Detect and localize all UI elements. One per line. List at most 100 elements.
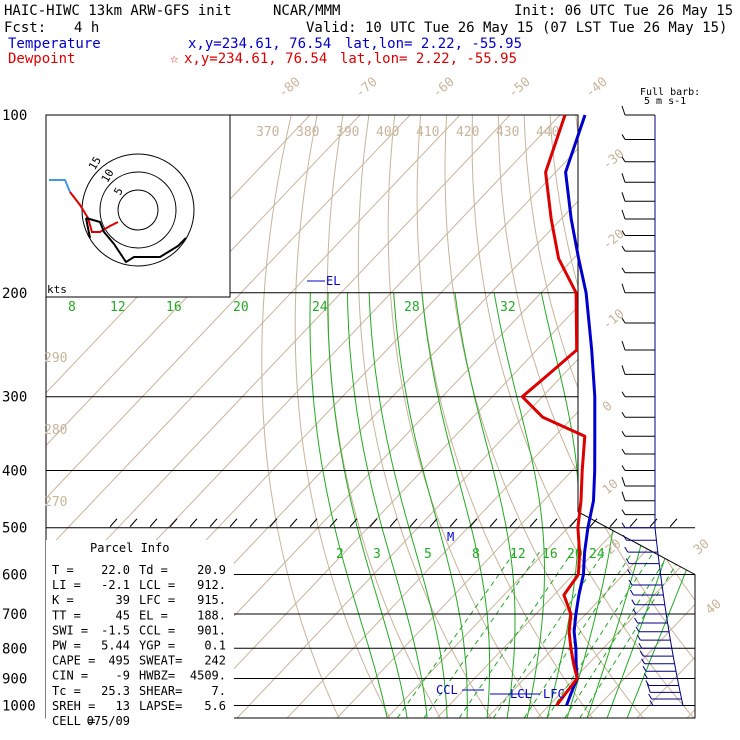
dry-adiabat-line <box>416 115 593 718</box>
mixing-ratio-label: 5 <box>424 547 432 562</box>
hatch-mark <box>169 518 178 528</box>
mixing-ratio-line <box>423 551 540 718</box>
parcel-info-cell: 901. <box>197 623 226 637</box>
parcel-info-cell: -9 <box>116 669 130 683</box>
wind-barb <box>624 546 658 553</box>
parcel-info-cell: YGP = <box>139 639 175 653</box>
isotherm-label: 30 <box>691 537 713 559</box>
wind-barb <box>625 558 660 565</box>
hodograph-trace-mid <box>69 191 119 233</box>
hatch-mark <box>329 518 338 528</box>
mixing-ratio-label: 16 <box>542 547 558 562</box>
wind-barb <box>631 599 665 606</box>
dry-adiabat-line <box>357 115 492 718</box>
hatch-mark <box>189 518 198 528</box>
hatch-mark <box>549 518 558 528</box>
wind-barb <box>635 626 669 633</box>
pressure-tick-label: 900 <box>2 671 27 687</box>
mixing-ratio-label: 12 <box>510 547 526 562</box>
mixing-ratio-label: 3 <box>373 547 381 562</box>
hatch-mark <box>109 518 118 528</box>
parcel-info-cell: Tc = <box>52 684 81 698</box>
hodograph-trace-upper <box>49 179 71 193</box>
pressure-tick-label: 200 <box>2 286 27 302</box>
dry-adiabat-line <box>575 115 695 718</box>
theta-label: 440 <box>536 125 559 140</box>
m-label: M <box>447 530 454 544</box>
temperature-series <box>564 114 597 707</box>
parcel-info-cell: 075/09 <box>87 714 130 728</box>
parcel-info-cell: -1.5 <box>101 623 130 637</box>
moist-adiabat-line <box>606 292 695 718</box>
hatch-mark <box>369 518 378 528</box>
moist-adiabat-label: 8 <box>68 300 76 315</box>
wind-barb <box>645 680 679 686</box>
hatch-mark <box>149 518 158 528</box>
hatch-mark <box>509 518 518 528</box>
wind-legend-line1: Full barb: <box>640 87 700 98</box>
parcel-info-cell: SREH = <box>52 699 95 713</box>
moist-adiabat-line <box>393 292 468 718</box>
wind-barb <box>621 245 655 252</box>
moist-adiabat-line <box>327 292 408 718</box>
parcel-info-cell: EL = <box>139 608 168 622</box>
isotherm-line <box>636 115 695 718</box>
wind-legend-line2: 5 m s-1 <box>644 96 686 107</box>
wind-barb <box>621 134 655 140</box>
lfc-label: LFC <box>543 687 565 701</box>
dewpoint-marker-icon: ☆ <box>170 51 179 67</box>
parcel-info-cell: 188. <box>197 608 226 622</box>
hatch-mark <box>529 518 538 528</box>
hatch-mark <box>129 518 138 528</box>
isotherm-line <box>46 115 411 718</box>
wind-barb <box>621 267 655 274</box>
wind-barb <box>628 579 662 586</box>
parcel-info-cell: 13 <box>116 699 130 713</box>
dry-adiabat-line <box>678 115 695 718</box>
hodograph-ring <box>99 171 177 249</box>
moist-adiabat-line <box>368 292 448 718</box>
isotherm-line <box>586 115 695 718</box>
moist-adiabat-label: 24 <box>312 300 328 315</box>
parcel-info-cell: LFC = <box>139 593 175 607</box>
wind-barb <box>632 608 667 615</box>
isotherm-line <box>46 115 511 718</box>
parcel-info-cell: HWBZ= <box>139 669 175 683</box>
parcel-info-cell: T = <box>52 563 74 577</box>
parcel-info-cell: 5.6 <box>204 699 226 713</box>
isotherm-line <box>46 115 361 718</box>
valid-time: Valid: 10 UTC Tue 26 May 15 (07 LST Tue … <box>306 20 727 36</box>
sounding-profiles <box>307 114 597 707</box>
wind-barb <box>621 412 655 418</box>
parcel-info-cell: LI = <box>52 578 81 592</box>
mixing-ratio-lines <box>309 292 695 718</box>
mixing-ratio-line <box>492 551 605 718</box>
parcel-info-cell: 5.44 <box>101 639 130 653</box>
theta-label: 410 <box>416 125 439 140</box>
dry-adiabat-line <box>387 115 543 718</box>
moist-adiabat-label: 16 <box>166 300 182 315</box>
wind-barb <box>639 650 674 657</box>
hatch-mark <box>609 518 618 528</box>
parcel-info-cell: SWI = <box>52 623 88 637</box>
hatch-mark <box>629 518 638 528</box>
hatch-mark <box>229 518 238 528</box>
pressure-tick-label: 600 <box>2 567 27 583</box>
hodograph-ring-label: 10 <box>99 167 117 185</box>
theta-label: 420 <box>456 125 479 140</box>
dry-adiabat-line <box>261 115 340 718</box>
moist-adiabat-line <box>347 292 428 718</box>
parcel-info-panel: Parcel Info T = 22.0 Td = 20.9 LI = -2.1 LCL = 9… <box>46 540 234 728</box>
dewpoint-legend-coords: x,y=234.61, 76.54 <box>184 51 327 67</box>
dewpoint-series <box>520 114 587 707</box>
temperature-legend-coords: x,y=234.61, 76.54 <box>188 36 331 52</box>
fcst-value: 4 h <box>74 20 99 36</box>
wind-barb <box>621 391 655 398</box>
isotherm-label: -50 <box>506 74 534 101</box>
theta-label: 290 <box>44 351 67 366</box>
moist-adiabat-line <box>586 292 669 718</box>
wind-barb <box>621 365 655 375</box>
wind-barb <box>649 700 683 706</box>
wind-barb <box>622 534 657 541</box>
dry-adiabat-line <box>705 115 740 718</box>
